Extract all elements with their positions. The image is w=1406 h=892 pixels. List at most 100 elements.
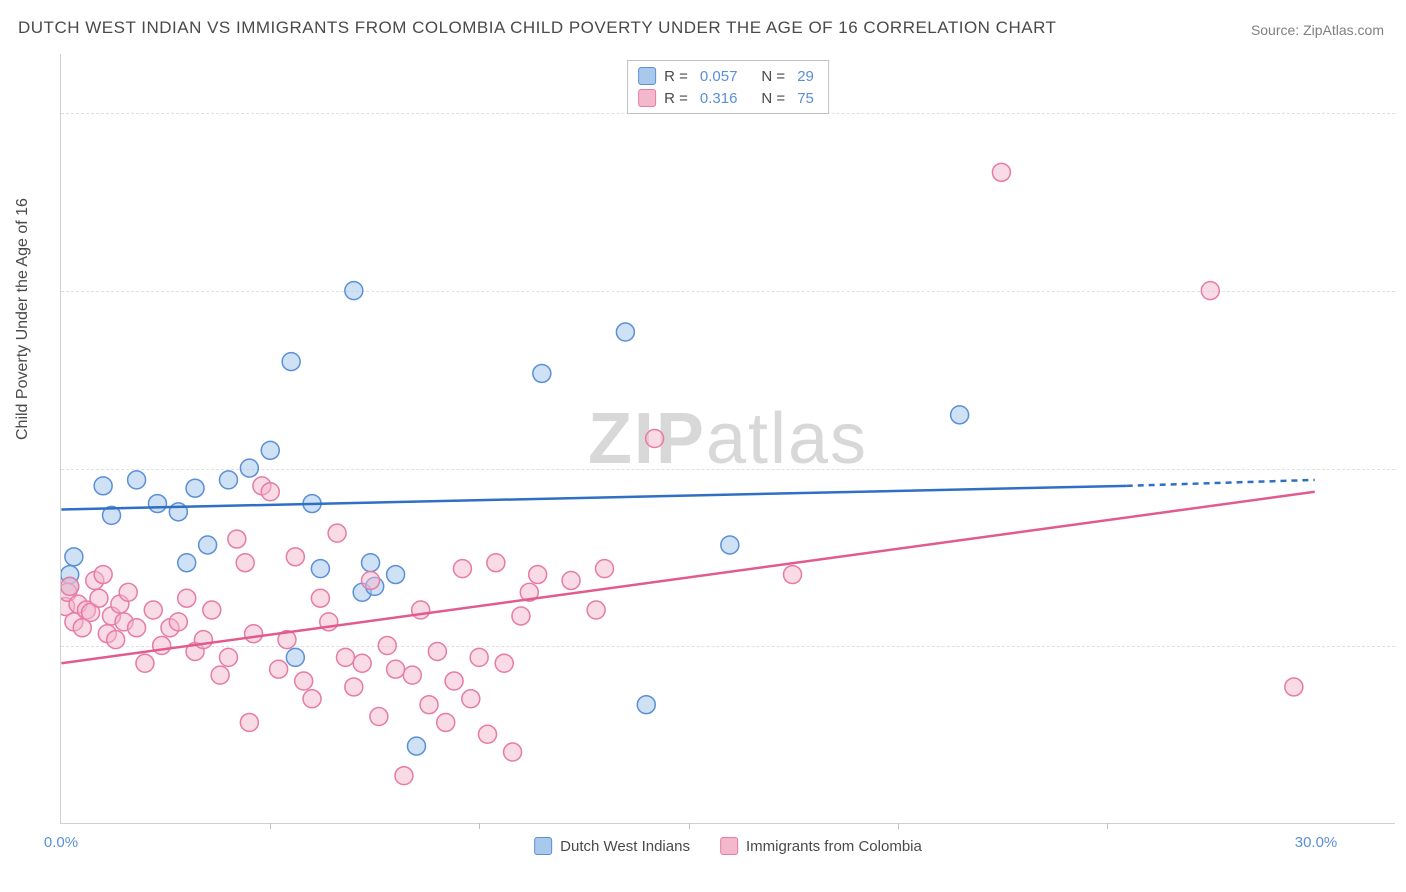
data-point xyxy=(261,441,279,459)
x-minor-tick xyxy=(270,823,271,829)
data-point xyxy=(479,725,497,743)
data-point xyxy=(245,625,263,643)
data-point xyxy=(437,713,455,731)
data-point xyxy=(992,163,1010,181)
data-point xyxy=(169,613,187,631)
data-point xyxy=(186,479,204,497)
data-point xyxy=(303,690,321,708)
data-point xyxy=(345,282,363,300)
r-value: 0.057 xyxy=(700,68,738,85)
data-point xyxy=(148,495,166,513)
correlation-legend-row: R = 0.316 N = 75 xyxy=(638,87,818,109)
data-point xyxy=(94,566,112,584)
data-point xyxy=(270,660,288,678)
r-label: R = xyxy=(664,68,688,85)
data-point xyxy=(637,696,655,714)
chart-title: DUTCH WEST INDIAN VS IMMIGRANTS FROM COL… xyxy=(18,18,1056,38)
data-point xyxy=(261,483,279,501)
data-point xyxy=(61,577,79,595)
series-legend: Dutch West Indians Immigrants from Colomb… xyxy=(534,837,922,855)
data-point xyxy=(784,566,802,584)
data-point xyxy=(362,571,380,589)
data-point xyxy=(128,619,146,637)
data-point xyxy=(311,560,329,578)
data-point xyxy=(240,459,258,477)
data-point xyxy=(646,430,664,448)
data-point xyxy=(311,589,329,607)
data-point xyxy=(136,654,154,672)
data-point xyxy=(203,601,221,619)
data-point xyxy=(721,536,739,554)
data-point xyxy=(178,554,196,572)
series-legend-item: Immigrants from Colombia xyxy=(720,837,922,855)
data-point xyxy=(495,654,513,672)
scatter-plot-svg xyxy=(61,54,1395,823)
legend-swatch xyxy=(720,837,738,855)
data-point xyxy=(403,666,421,684)
data-point xyxy=(219,471,237,489)
data-point xyxy=(504,743,522,761)
correlation-legend: R =0.057N =29R =0.316N =75 xyxy=(627,60,829,114)
data-point xyxy=(562,571,580,589)
x-minor-tick xyxy=(479,823,480,829)
source-attribution: Source: ZipAtlas.com xyxy=(1251,22,1384,38)
legend-swatch xyxy=(534,837,552,855)
correlation-legend-row: R =0.057N =29 xyxy=(638,65,818,87)
data-point xyxy=(408,737,426,755)
chart-plot-area: ZIPatlas R =0.057N =29R =0.316N =75 Dutc… xyxy=(60,54,1395,824)
data-point xyxy=(65,548,83,566)
data-point xyxy=(1285,678,1303,696)
data-point xyxy=(529,566,547,584)
data-point xyxy=(353,654,371,672)
data-point xyxy=(90,589,108,607)
data-point xyxy=(219,648,237,666)
data-point xyxy=(370,708,388,726)
legend-swatch xyxy=(638,67,656,85)
n-value: 75 xyxy=(797,90,814,107)
data-point xyxy=(445,672,463,690)
y-axis-label: Child Poverty Under the Age of 16 xyxy=(14,198,32,440)
series-legend-label: Immigrants from Colombia xyxy=(746,838,922,855)
data-point xyxy=(362,554,380,572)
data-point xyxy=(462,690,480,708)
data-point xyxy=(286,648,304,666)
data-point xyxy=(128,471,146,489)
series-legend-item: Dutch West Indians xyxy=(534,837,690,855)
data-point xyxy=(228,530,246,548)
data-point xyxy=(178,589,196,607)
data-point xyxy=(395,767,413,785)
data-point xyxy=(295,672,313,690)
data-point xyxy=(533,364,551,382)
data-point xyxy=(596,560,614,578)
data-point xyxy=(107,631,125,649)
trend-line-extrapolated xyxy=(1127,480,1315,486)
data-point xyxy=(119,583,137,601)
n-label: N = xyxy=(761,90,785,107)
data-point xyxy=(282,353,300,371)
x-minor-tick xyxy=(689,823,690,829)
legend-swatch xyxy=(638,89,656,107)
data-point xyxy=(487,554,505,572)
data-point xyxy=(328,524,346,542)
data-point xyxy=(428,642,446,660)
data-point xyxy=(336,648,354,666)
data-point xyxy=(236,554,254,572)
data-point xyxy=(94,477,112,495)
data-point xyxy=(951,406,969,424)
x-tick-label: 0.0% xyxy=(44,834,78,851)
data-point xyxy=(199,536,217,554)
data-point xyxy=(144,601,162,619)
x-minor-tick xyxy=(898,823,899,829)
r-value: 0.316 xyxy=(700,90,738,107)
data-point xyxy=(616,323,634,341)
data-point xyxy=(1201,282,1219,300)
data-point xyxy=(286,548,304,566)
series-legend-label: Dutch West Indians xyxy=(560,838,690,855)
data-point xyxy=(211,666,229,684)
r-label: R = xyxy=(664,90,688,107)
data-point xyxy=(345,678,363,696)
data-point xyxy=(420,696,438,714)
data-point xyxy=(387,566,405,584)
data-point xyxy=(470,648,488,666)
data-point xyxy=(153,637,171,655)
